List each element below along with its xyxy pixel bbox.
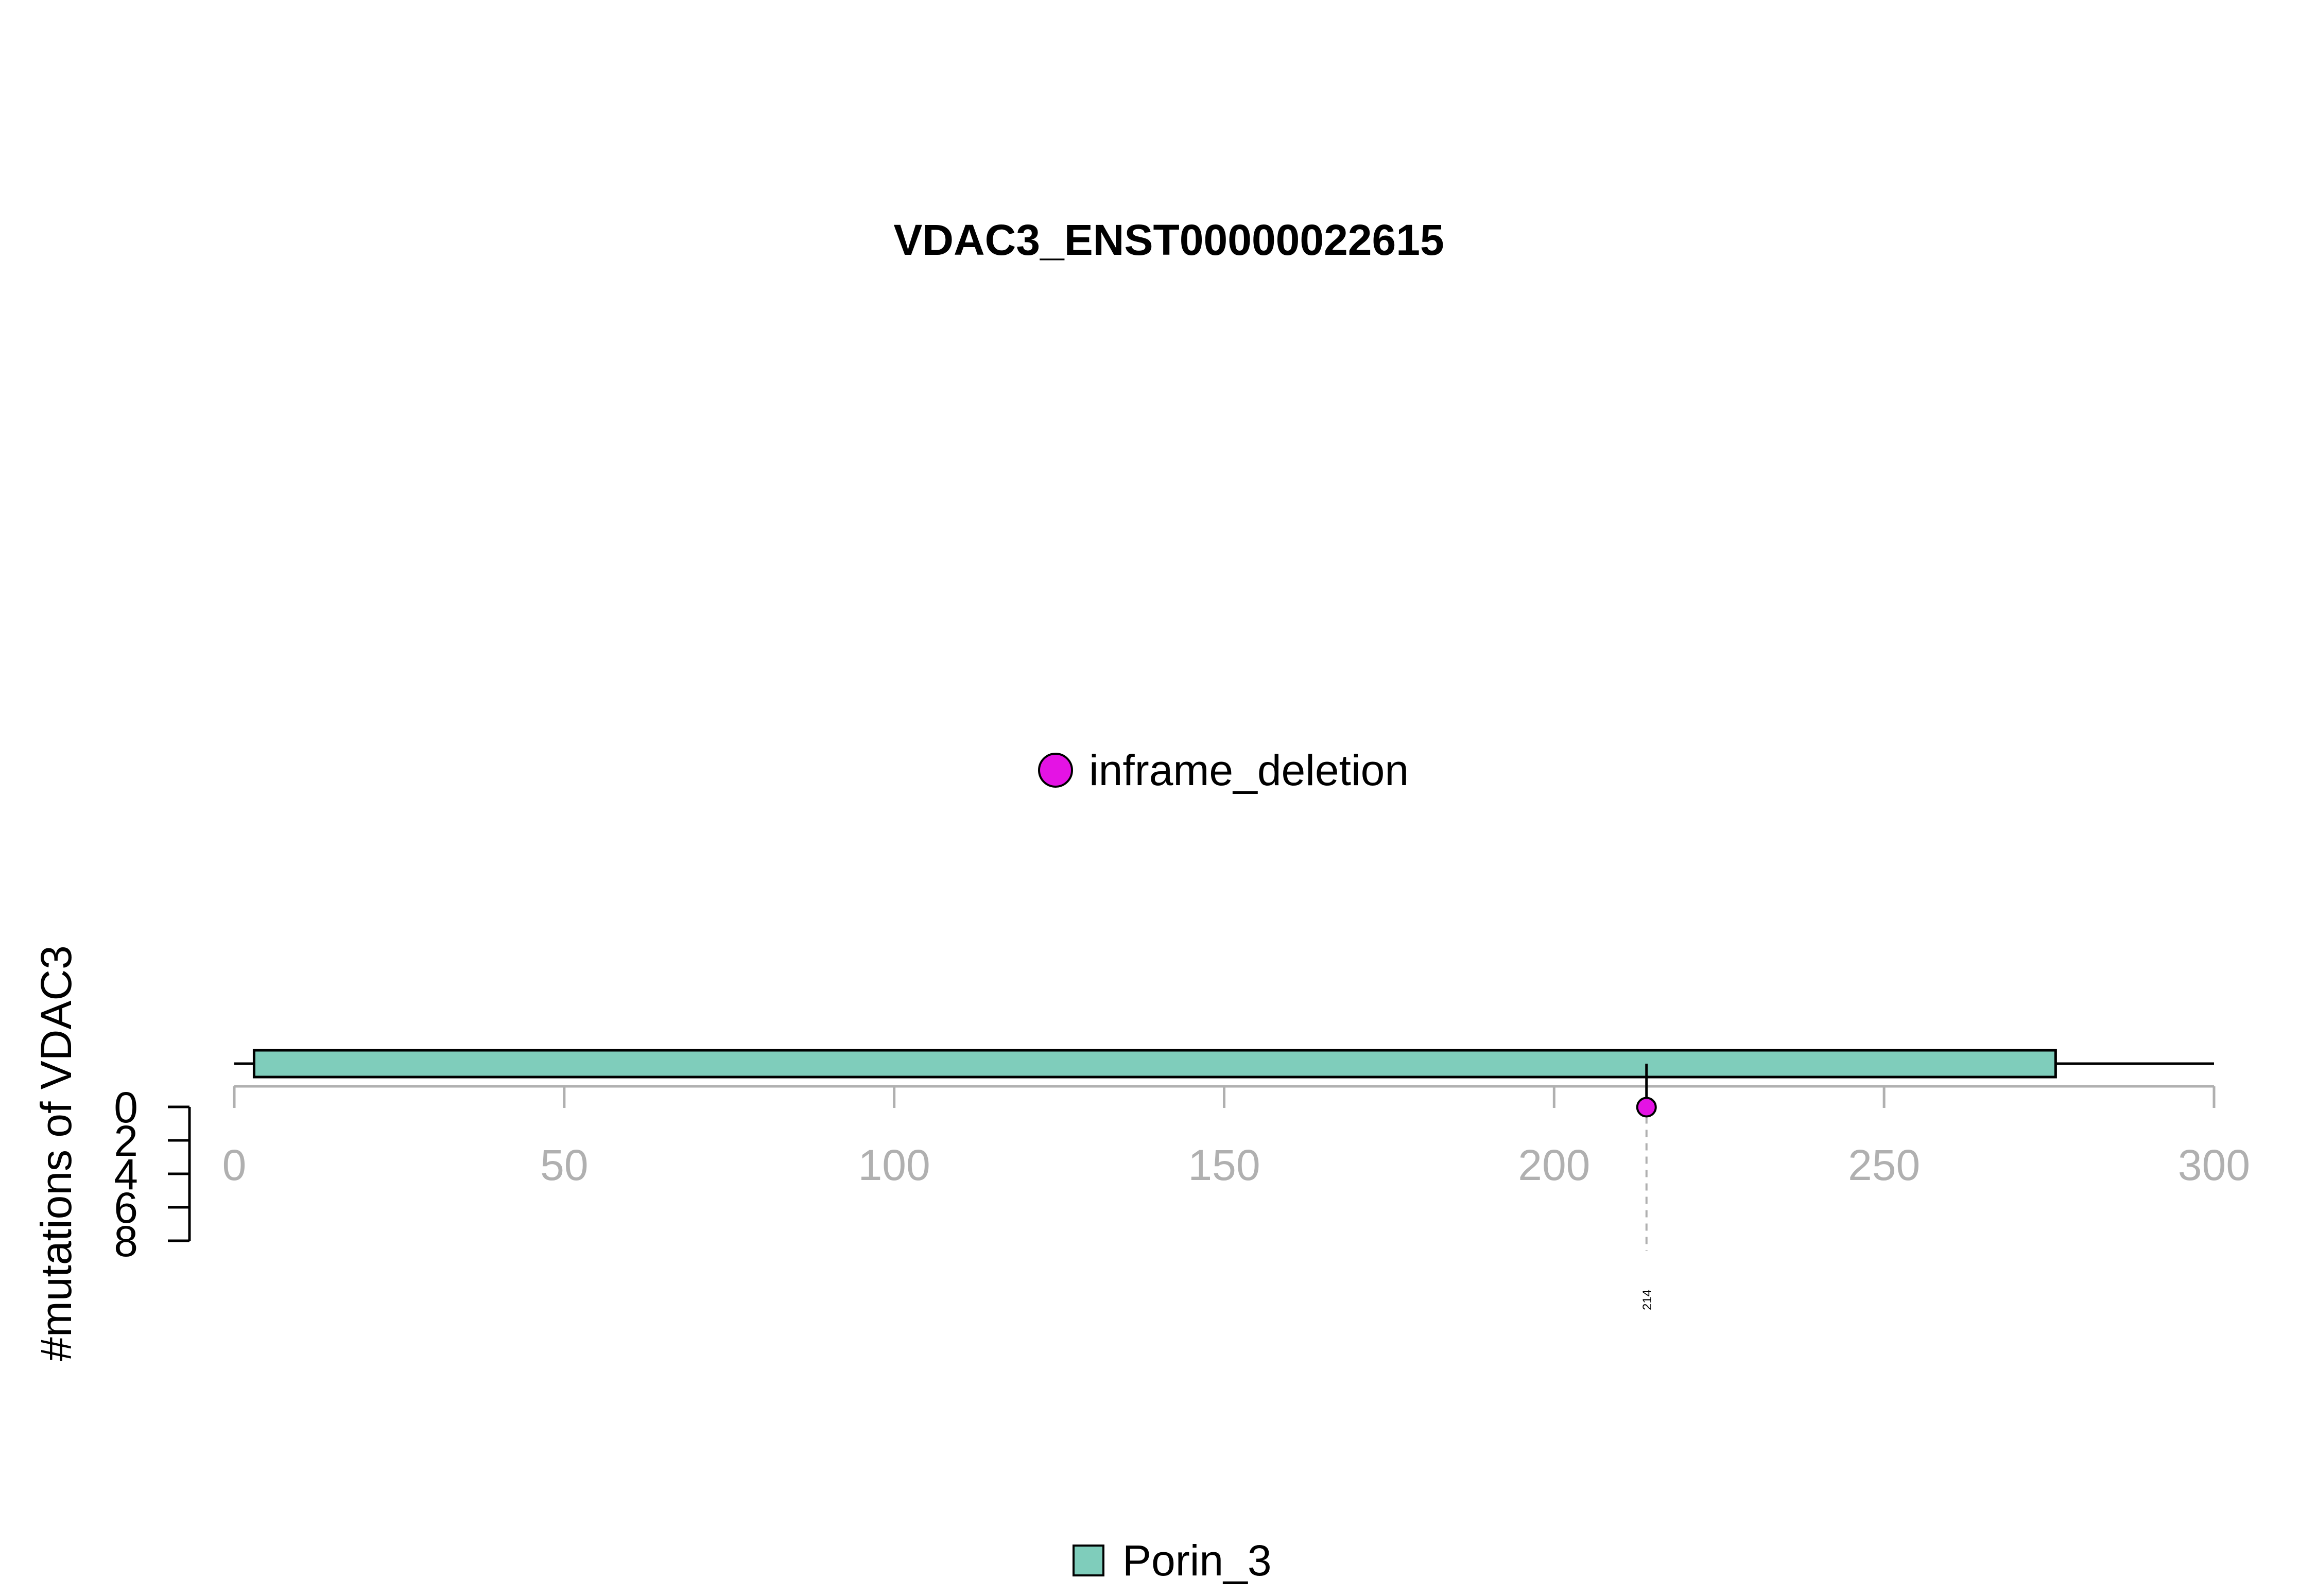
x-tick-label-300: 300 [2178,1141,2250,1189]
chart-title: VDAC3_ENST00000022615 [893,216,1444,264]
domain-legend: Porin_3 [1073,1536,1272,1585]
x-tick-label-100: 100 [858,1141,930,1189]
mutation-lollipops: 214 [1636,1064,1657,1310]
protein-track [234,1049,2214,1079]
x-tick-label-150: 150 [1188,1141,1260,1189]
y-tick-label-2: 2 [114,1117,138,1165]
x-tick-label-250: 250 [1848,1141,1920,1189]
mutation-position-label-214: 214 [1640,1290,1654,1310]
legend-porin3-label: Porin_3 [1122,1536,1272,1585]
y-tick-label-6: 6 [114,1184,138,1232]
legend-porin3-swatch [1073,1545,1104,1576]
mutation-type-legend: inframe_deletion [1038,746,1409,794]
mutation-point-214 [1636,1097,1657,1118]
y-axis-label: #mutations of VDAC3 [32,945,80,1361]
x-axis: 0 50 100 150 200 250 300 [222,1085,2250,1189]
x-tick-label-0: 0 [222,1141,247,1189]
y-tick-label-4: 4 [114,1150,138,1199]
domain-porin-3 [252,1049,2057,1079]
legend-inframe-deletion-label: inframe_deletion [1089,746,1409,794]
x-tick-label-200: 200 [1518,1141,1590,1189]
x-tick-label-50: 50 [540,1141,588,1189]
y-tick-label-8: 8 [114,1217,138,1265]
y-tick-label-0: 0 [114,1083,138,1132]
legend-inframe-deletion-marker [1038,753,1073,788]
